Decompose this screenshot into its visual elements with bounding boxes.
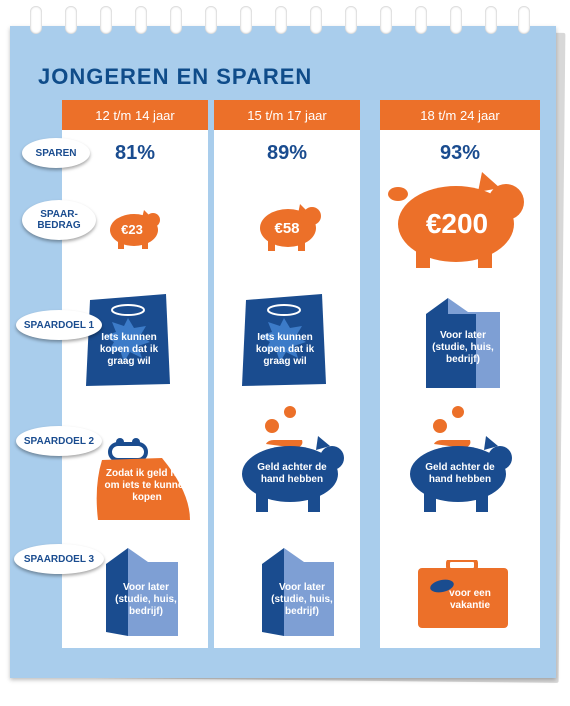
page-title: JONGEREN EN SPAREN bbox=[38, 64, 313, 89]
age-column-12-14: 12 t/m 14 jaar 81% €23 Iets kunnen kopen… bbox=[62, 100, 208, 648]
row-label-sparen: SPAREN bbox=[22, 138, 90, 168]
column-header: 15 t/m 17 jaar bbox=[214, 100, 360, 130]
age-column-18-24: 18 t/m 24 jaar 93% €200 Voor later (stud… bbox=[380, 100, 540, 648]
savings-goal-text: Voor later (studie, huis, bedrijf) bbox=[271, 582, 333, 617]
binder-hole bbox=[380, 6, 392, 34]
savings-goal-text: Iets kunnen kopen dat ik graag wil bbox=[99, 332, 159, 367]
binder-holes bbox=[30, 6, 530, 42]
column-header: 12 t/m 14 jaar bbox=[62, 100, 208, 130]
savings-goal-text: voor een vakantie bbox=[449, 588, 491, 611]
savings-percentage: 81% bbox=[114, 142, 156, 164]
binder-hole bbox=[518, 6, 530, 34]
savings-percentage: 89% bbox=[266, 142, 308, 164]
binder-hole bbox=[240, 6, 252, 34]
savings-goal-text: Voor later (studie, huis, bedrijf) bbox=[115, 582, 177, 617]
binder-hole bbox=[345, 6, 357, 34]
shopping-bag-icon: Iets kunnen kopen dat ik graag wil bbox=[86, 292, 170, 388]
piggy-bank-coins-icon: Geld achter de hand hebben bbox=[406, 406, 516, 518]
house-icon: Voor later (studie, huis, bedrijf) bbox=[262, 548, 334, 638]
shopping-bag-icon: Iets kunnen kopen dat ik graag wil bbox=[242, 292, 326, 388]
row-label-spaardoel-3: SPAARDOEL 3 bbox=[14, 544, 104, 574]
binder-hole bbox=[450, 6, 462, 34]
savings-amount: €200 bbox=[425, 208, 489, 239]
house-icon: Voor later (studie, huis, bedrijf) bbox=[426, 298, 500, 390]
binder-hole bbox=[415, 6, 427, 34]
binder-hole bbox=[65, 6, 77, 34]
binder-hole bbox=[30, 6, 42, 34]
row-label-spaardoel-1: SPAARDOEL 1 bbox=[16, 310, 102, 340]
savings-amount: €23 bbox=[121, 222, 143, 237]
savings-goal-text: Geld achter de hand hebben bbox=[425, 462, 495, 485]
row-label-spaardoel-2: SPAARDOEL 2 bbox=[16, 426, 102, 456]
savings-percentage: 93% bbox=[439, 142, 481, 164]
binder-hole bbox=[275, 6, 287, 34]
binder-hole bbox=[310, 6, 322, 34]
piggy-bank-icon: €58 bbox=[254, 198, 326, 252]
row-label-spaarbedrag: SPAAR- BEDRAG bbox=[22, 200, 96, 240]
binder-hole bbox=[135, 6, 147, 34]
savings-goal-text: Zodat ik geld heb om iets te kunnen kope… bbox=[104, 468, 190, 503]
binder-hole bbox=[170, 6, 182, 34]
savings-goal-text: Voor later (studie, huis, bedrijf) bbox=[432, 330, 494, 365]
age-column-15-17: 15 t/m 17 jaar 89% €58 Iets kunnen kopen… bbox=[214, 100, 360, 648]
savings-goal-text: Iets kunnen kopen dat ik graag wil bbox=[255, 332, 315, 367]
binder-hole bbox=[485, 6, 497, 34]
purse-icon: Zodat ik geld heb om iets te kunnen kope… bbox=[96, 436, 196, 524]
house-icon: Voor later (studie, huis, bedrijf) bbox=[106, 548, 178, 638]
savings-amount: €58 bbox=[274, 220, 300, 237]
suitcase-icon: voor een vakantie bbox=[418, 558, 508, 630]
column-header: 18 t/m 24 jaar bbox=[380, 100, 540, 130]
savings-goal-text: Geld achter de hand hebben bbox=[257, 462, 327, 485]
piggy-bank-icon: €23 bbox=[104, 204, 164, 250]
piggy-bank-coins-icon: Geld achter de hand hebben bbox=[238, 406, 348, 518]
binder-hole bbox=[205, 6, 217, 34]
binder-hole bbox=[100, 6, 112, 34]
piggy-bank-icon: €200 bbox=[388, 162, 536, 270]
